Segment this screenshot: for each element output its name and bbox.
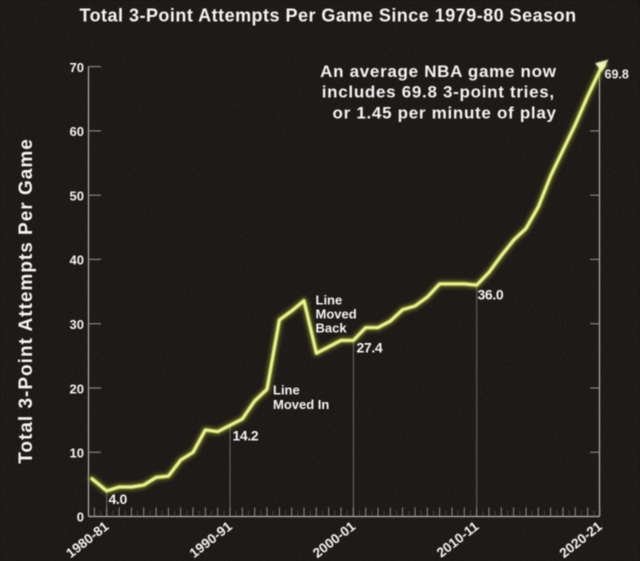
svg-text:14.2: 14.2 — [233, 428, 259, 444]
svg-text:70: 70 — [70, 60, 84, 75]
svg-text:30: 30 — [70, 317, 84, 332]
svg-text:includes 69.8 3-point tries,: includes 69.8 3-point tries, — [322, 83, 555, 102]
svg-text:Back: Back — [316, 321, 348, 336]
svg-text:69.8: 69.8 — [605, 67, 629, 81]
svg-text:0: 0 — [77, 509, 84, 524]
svg-text:Total 3-Point Attempts Per Gam: Total 3-Point Attempts Per Game Since 19… — [79, 5, 576, 25]
svg-text:50: 50 — [70, 189, 84, 204]
svg-text:Total 3-Point Attempts Per Gam: Total 3-Point Attempts Per Game — [16, 138, 37, 464]
svg-text:Moved: Moved — [316, 307, 357, 322]
svg-text:or 1.45 per minute of play: or 1.45 per minute of play — [333, 103, 557, 122]
svg-text:An average NBA game now: An average NBA game now — [320, 62, 557, 81]
svg-text:20: 20 — [70, 381, 84, 396]
svg-text:Line: Line — [273, 383, 300, 398]
svg-text:Line: Line — [316, 293, 343, 308]
svg-text:4.0: 4.0 — [109, 491, 128, 507]
svg-text:Moved In: Moved In — [273, 397, 329, 412]
svg-text:36.0: 36.0 — [478, 287, 504, 303]
svg-text:10: 10 — [70, 446, 84, 461]
svg-text:60: 60 — [70, 124, 84, 139]
svg-text:40: 40 — [70, 253, 84, 268]
svg-text:27.4: 27.4 — [357, 340, 383, 356]
